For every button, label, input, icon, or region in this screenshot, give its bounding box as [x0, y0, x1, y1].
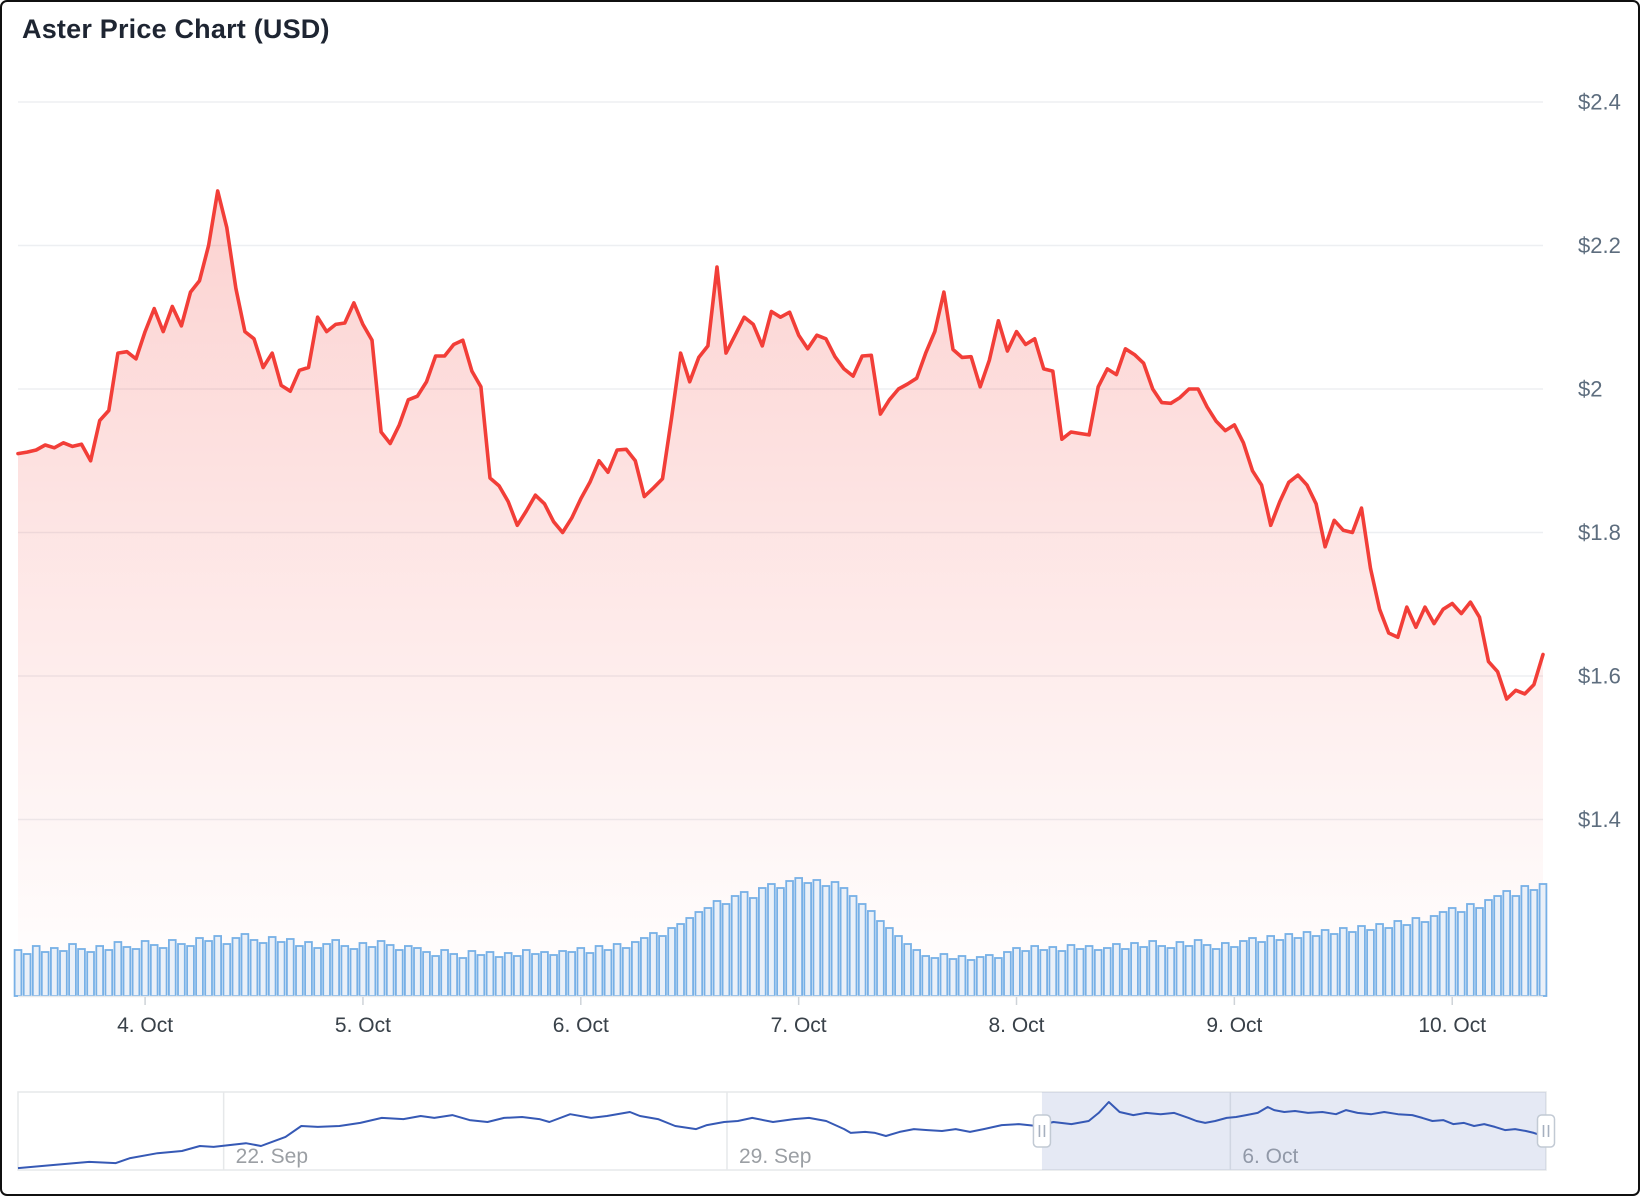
y-axis-label: $1.4 — [1578, 807, 1621, 832]
y-axis-label: $2.4 — [1578, 90, 1621, 115]
y-axis-label: $2 — [1578, 377, 1602, 402]
y-axis-label: $2.2 — [1578, 233, 1621, 258]
x-axis-label: 6. Oct — [553, 1014, 609, 1037]
y-axis-label: $1.8 — [1578, 520, 1621, 545]
navigator-handle-left[interactable] — [1032, 1114, 1052, 1148]
navigator-line — [17, 1101, 1544, 1170]
navigator-handle-right-body[interactable] — [1536, 1114, 1556, 1148]
chart-title: Aster Price Chart (USD) — [22, 14, 330, 44]
plot-area[interactable] — [18, 62, 1543, 996]
navigator-handle-left-body[interactable] — [1032, 1114, 1052, 1148]
x-axis-label: 9. Oct — [1206, 1014, 1262, 1037]
navigator-tick-label: 6. Oct — [1242, 1145, 1298, 1168]
x-axis-label: 10. Oct — [1418, 1014, 1486, 1037]
navigator-tick-label: 29. Sep — [739, 1145, 811, 1168]
navigator-handle-right[interactable] — [1536, 1114, 1556, 1148]
y-axis-label: $1.6 — [1578, 664, 1621, 689]
x-axis-label: 4. Oct — [117, 1014, 173, 1037]
price-area — [18, 191, 1543, 996]
volume-series — [13, 877, 1548, 997]
x-axis-label: 5. Oct — [335, 1014, 391, 1037]
x-axis-label: 7. Oct — [771, 1014, 827, 1037]
navigator-mask[interactable] — [1041, 1092, 1546, 1170]
x-axis-label: 8. Oct — [988, 1014, 1044, 1037]
navigator-tick-label: 22. Sep — [236, 1145, 308, 1168]
price-line — [16, 189, 1545, 701]
